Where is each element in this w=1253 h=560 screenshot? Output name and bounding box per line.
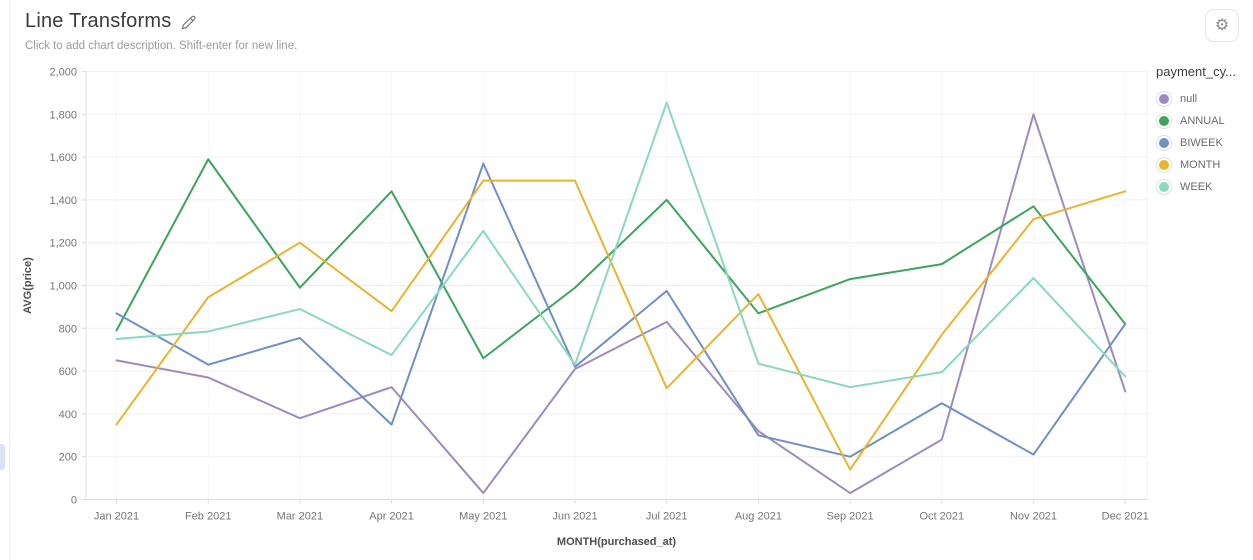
x-tick-label: Nov 2021 — [1010, 511, 1057, 523]
legend-swatch-icon — [1159, 94, 1169, 104]
y-tick-label: 1,000 — [49, 281, 77, 293]
y-tick-label: 2,000 — [49, 67, 77, 79]
x-tick-label: Aug 2021 — [735, 511, 782, 523]
legend-item-null[interactable]: null — [1156, 88, 1251, 110]
x-tick-label: Jul 2021 — [646, 511, 688, 523]
legend-label: ANNUAL — [1180, 115, 1225, 127]
legend-title: payment_cy... — [1156, 64, 1236, 79]
y-axis-title: AVG(price) — [22, 257, 34, 314]
legend-label: null — [1180, 93, 1198, 105]
settings-button[interactable]: ⚙ — [1205, 9, 1239, 42]
x-tick-label: Oct 2021 — [919, 511, 964, 523]
y-tick-label: 1,600 — [49, 152, 77, 164]
y-tick-label: 1,200 — [49, 238, 77, 250]
chart-header: Line Transforms Click to add chart descr… — [25, 10, 297, 52]
y-tick-label: 600 — [59, 366, 77, 378]
x-tick-label: May 2021 — [459, 511, 507, 523]
legend-swatch-icon — [1159, 182, 1169, 192]
series-line-WEEK[interactable] — [115, 101, 1127, 389]
y-tick-label: 1,400 — [49, 195, 77, 207]
y-tick-label: 200 — [59, 452, 77, 464]
series-line-MONTH[interactable] — [115, 179, 1127, 471]
x-tick-label: Sep 2021 — [827, 511, 874, 523]
panel-resize-handle[interactable] — [0, 444, 5, 470]
legend-swatch-icon — [1159, 116, 1169, 126]
legend-items: null ANNUAL BIWEEK MONTH WEEK — [1156, 88, 1251, 198]
x-tick-label: Jan 2021 — [94, 511, 139, 523]
x-tick-label: Mar 2021 — [277, 511, 323, 523]
series-line-null[interactable] — [115, 113, 1127, 495]
legend-label: WEEK — [1180, 181, 1213, 193]
legend-swatch-icon — [1159, 160, 1169, 170]
legend-swatch-icon — [1159, 138, 1169, 148]
legend-item-WEEK[interactable]: WEEK — [1156, 176, 1251, 198]
y-tick-label: 0 — [71, 495, 77, 507]
y-tick-label: 400 — [59, 409, 77, 421]
panel-divider — [9, 0, 10, 560]
x-tick-label: Dec 2021 — [1102, 511, 1149, 523]
gear-icon: ⚙ — [1214, 16, 1230, 34]
legend-label: BIWEEK — [1180, 137, 1223, 149]
series-line-ANNUAL[interactable] — [115, 158, 1127, 360]
chart-legend: payment_cy... null ANNUAL BIWEEK MONTH WEEK — [1156, 64, 1251, 198]
legend-item-ANNUAL[interactable]: ANNUAL — [1156, 110, 1251, 132]
edit-title-icon[interactable] — [181, 15, 197, 31]
page-title: Line Transforms — [25, 10, 172, 32]
x-axis-title: MONTH(purchased_at) — [557, 536, 677, 548]
y-tick-label: 1,800 — [49, 109, 77, 121]
chart-description-placeholder[interactable]: Click to add chart description. Shift-en… — [25, 40, 298, 52]
series-line-BIWEEK[interactable] — [115, 162, 1127, 458]
x-tick-label: Jun 2021 — [552, 511, 597, 523]
legend-label: MONTH — [1180, 159, 1221, 171]
legend-item-BIWEEK[interactable]: BIWEEK — [1156, 132, 1251, 154]
x-tick-label: Apr 2021 — [369, 511, 414, 523]
legend-item-MONTH[interactable]: MONTH — [1156, 154, 1251, 176]
y-tick-label: 800 — [59, 323, 77, 335]
x-tick-label: Feb 2021 — [185, 511, 231, 523]
